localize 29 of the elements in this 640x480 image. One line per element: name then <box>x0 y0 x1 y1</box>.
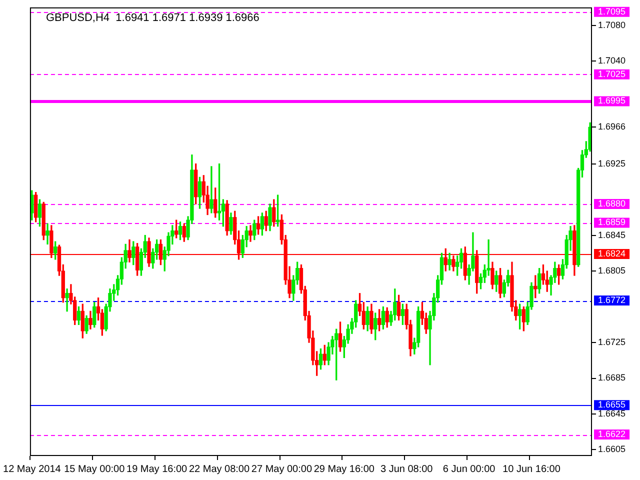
ref-line-label: 1.6772 <box>598 294 626 305</box>
chart-title: GBPUSD,H4 1.6941 1.6971 1.6939 1.6966 <box>46 12 260 24</box>
y-tick-label: 1.6685 <box>598 372 626 383</box>
x-tick-label: 3 Jun 08:00 <box>380 464 434 475</box>
x-tick-label: 27 May 00:00 <box>251 464 312 475</box>
y-tick-label: 1.6645 <box>598 408 626 418</box>
y-tick-label: 1.6845 <box>598 230 626 240</box>
ref-line-label: 1.7095 <box>598 6 626 16</box>
y-tick-label: 1.6605 <box>598 444 626 454</box>
x-tick-label: 29 May 16:00 <box>314 464 375 475</box>
y-tick-label: 1.6966 <box>598 122 626 132</box>
ref-line-label: 1.7025 <box>598 68 626 79</box>
y-tick-label: 1.6925 <box>598 158 626 168</box>
ref-line-label: 1.6859 <box>598 217 626 228</box>
y-tick-label: 1.6805 <box>598 266 626 276</box>
ref-line-label: 1.6622 <box>598 429 626 440</box>
ref-line-label: 1.6824 <box>598 248 626 259</box>
y-tick-label: 1.7080 <box>598 20 626 30</box>
x-tick-label: 19 May 16:00 <box>126 464 188 475</box>
ref-line-label: 1.6655 <box>598 400 626 410</box>
x-tick-label: 15 May 00:00 <box>64 464 126 475</box>
ref-line-label: 1.6995 <box>598 96 626 106</box>
y-tick-label: 1.6725 <box>598 336 626 347</box>
y-tick-label: 1.7040 <box>598 56 626 66</box>
x-tick-label: 12 May 2014 <box>3 464 62 475</box>
x-tick-label: 22 May 08:00 <box>188 464 250 475</box>
x-tick-label: 10 Jun 16:00 <box>502 464 561 475</box>
x-tick-label: 6 Jun 00:00 <box>442 464 496 475</box>
ref-line-label: 1.6880 <box>598 198 626 208</box>
